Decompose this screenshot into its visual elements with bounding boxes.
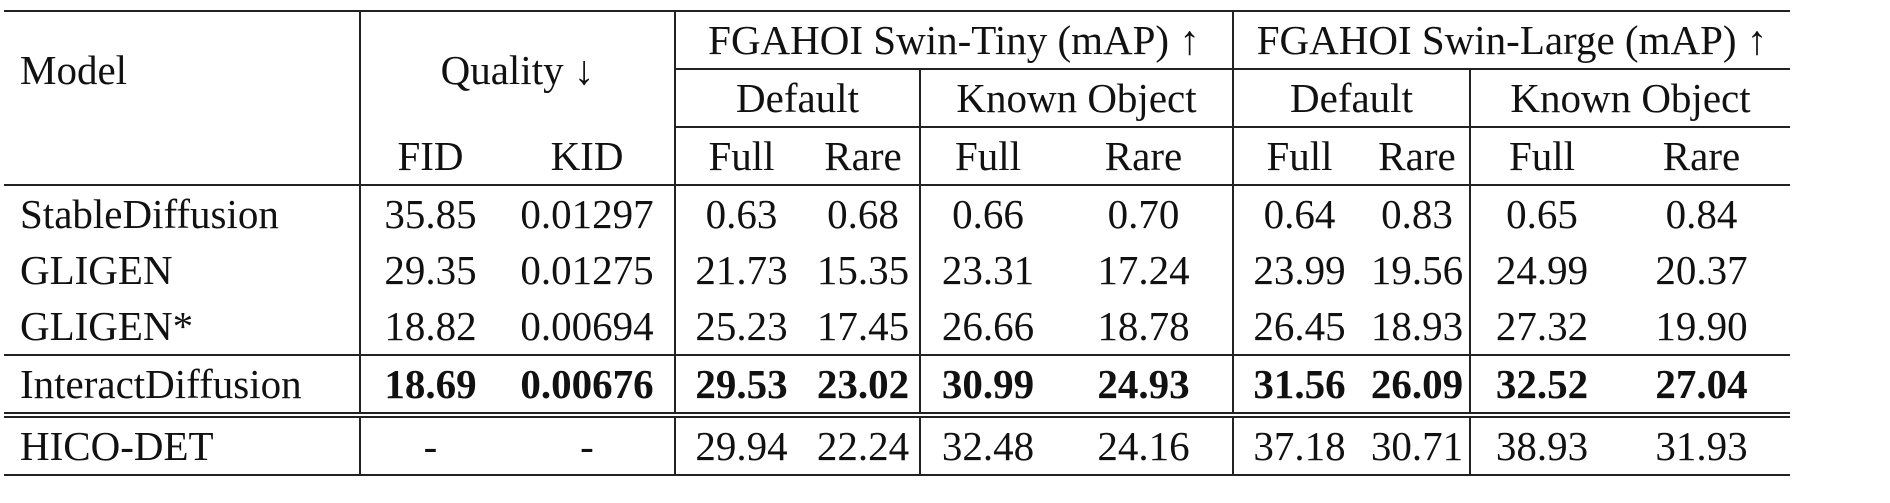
header-row-3: FID KID Full Rare Full Rare Full Rare Fu… (4, 127, 1790, 186)
table-cell: 0.64 (1263, 191, 1336, 237)
large-default-full-header: Full (1233, 127, 1365, 186)
table-cell: 30.71 (1365, 415, 1471, 476)
table-cell: 21.73 (695, 247, 788, 293)
table-cell: - (360, 415, 500, 476)
table-cell: 18.69 (360, 354, 500, 418)
table-row-reference: HICO-DET - - 29.94 22.24 32.48 24.16 37.… (4, 415, 1790, 476)
tiny-default-rare-header: Rare (807, 127, 921, 186)
table-cell: 23.99 (1253, 247, 1346, 293)
tiny-default-header: Default (675, 69, 921, 128)
model-header-spacer (4, 127, 361, 186)
table-cell: - (500, 415, 676, 476)
tiny-known-full-header: Full (920, 127, 1055, 186)
table-cell: 37.18 (1233, 415, 1365, 476)
table-cell: 32.48 (920, 415, 1055, 476)
table-cell: 38.93 (1470, 415, 1613, 476)
table-cell: 29.94 (675, 415, 807, 476)
table-cell: 31.56 (1233, 354, 1365, 418)
table-cell: 0.70 (1055, 185, 1234, 242)
swin-large-header: FGAHOI Swin-Large (mAP) ↑ (1233, 10, 1790, 70)
table-cell: 27.32 (1495, 303, 1589, 349)
fid-header: FID (360, 127, 500, 186)
table-cell: 27.04 (1613, 354, 1790, 418)
large-known-full-header: Full (1470, 127, 1613, 186)
model-name: StableDiffusion (4, 185, 361, 242)
table-cell: 0.83 (1365, 185, 1471, 242)
results-table-container: Model Quality ↓ FGAHOI Swin-Tiny (mAP) ↑… (4, 10, 1790, 476)
table-cell: 18.78 (1055, 298, 1234, 355)
table-cell: 0.00676 (500, 354, 676, 418)
quality-header: Quality ↓ (360, 10, 676, 127)
table-cell: 26.45 (1253, 303, 1346, 349)
table-cell: 24.16 (1055, 415, 1234, 476)
table-cell: 30.99 (920, 354, 1055, 418)
table-cell: 25.23 (695, 303, 788, 349)
table-cell: 19.90 (1655, 303, 1748, 349)
table-cell: 15.35 (807, 242, 921, 298)
swin-tiny-header: FGAHOI Swin-Tiny (mAP) ↑ (675, 10, 1234, 70)
model-name: GLIGEN (4, 242, 361, 298)
table-cell: 23.02 (807, 354, 921, 418)
table-cell: 35.85 (384, 191, 477, 237)
table-cell: 17.24 (1055, 242, 1234, 298)
table-cell: 26.66 (941, 303, 1035, 349)
table-cell: 29.35 (384, 247, 477, 293)
table-cell: 0.00694 (500, 298, 676, 355)
model-header: Model (4, 10, 361, 127)
table-cell: 26.09 (1365, 354, 1471, 418)
table-cell: 0.01275 (500, 242, 676, 298)
tiny-known-rare-header: Rare (1055, 127, 1234, 186)
table-cell: 0.84 (1665, 191, 1738, 237)
large-known-object-header: Known Object (1470, 69, 1790, 128)
large-default-header: Default (1233, 69, 1471, 128)
table-cell: 19.56 (1365, 242, 1471, 298)
table-row: GLIGEN 29.35 0.01275 21.73 15.35 23.31 1… (4, 242, 1790, 298)
table-cell: 24.99 (1495, 247, 1589, 293)
header-row-1: Model Quality ↓ FGAHOI Swin-Tiny (mAP) ↑… (4, 10, 1790, 127)
table-cell: 0.68 (807, 185, 921, 242)
table-cell: 32.52 (1470, 354, 1613, 418)
tiny-default-full-header: Full (675, 127, 807, 186)
table-cell: 29.53 (675, 354, 807, 418)
table-cell: 17.45 (807, 298, 921, 355)
results-table: Model Quality ↓ FGAHOI Swin-Tiny (mAP) ↑… (4, 10, 1790, 476)
table-row: GLIGEN* 18.82 0.00694 25.23 17.45 26.66 … (4, 298, 1790, 355)
header-row-2: Default Known Object Default Known Objec… (4, 69, 1790, 128)
table-row: StableDiffusion 35.85 0.01297 0.63 0.68 … (4, 185, 1790, 242)
table-cell: 20.37 (1655, 247, 1748, 293)
table-cell: 22.24 (807, 415, 921, 476)
large-known-rare-header: Rare (1613, 127, 1790, 186)
large-default-rare-header: Rare (1365, 127, 1471, 186)
model-name: GLIGEN* (4, 298, 361, 355)
table-cell: 0.66 (952, 191, 1024, 237)
table-cell: 24.93 (1055, 354, 1234, 418)
model-name: HICO-DET (4, 415, 361, 476)
table-cell: 0.65 (1506, 191, 1578, 237)
tiny-known-object-header: Known Object (920, 69, 1234, 128)
table-cell: 23.31 (941, 247, 1035, 293)
table-cell: 0.01297 (500, 185, 676, 242)
kid-header: KID (500, 127, 676, 186)
model-name: InteractDiffusion (4, 354, 361, 418)
table-cell: 0.63 (705, 191, 778, 237)
table-cell: 31.93 (1613, 415, 1790, 476)
table-row-best: InteractDiffusion 18.69 0.00676 29.53 23… (4, 354, 1790, 418)
table-cell: 18.93 (1365, 298, 1471, 355)
table-cell: 18.82 (384, 303, 477, 349)
